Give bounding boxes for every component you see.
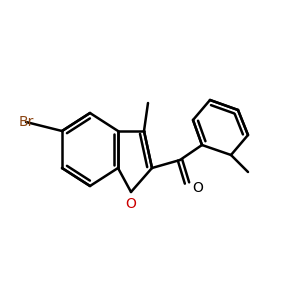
Text: O: O: [126, 197, 136, 211]
Text: Br: Br: [18, 115, 34, 129]
Text: O: O: [192, 181, 203, 195]
